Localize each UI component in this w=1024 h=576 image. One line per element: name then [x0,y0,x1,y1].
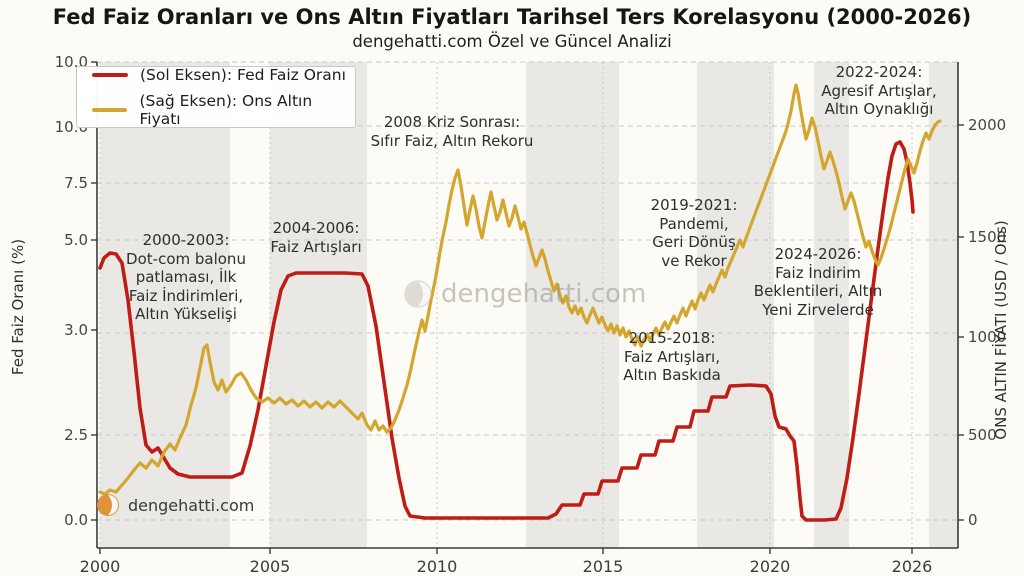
brand-text: dengehatti.com [128,495,255,515]
annotation: 2000-2003: Dot-com balonu patlaması, İlk… [126,231,246,324]
left-axis-label: Fed Faiz Oranı (%) [9,238,27,376]
left-axis-tick: 3.0 [64,321,88,339]
center-watermark: dengehatti.com [403,279,646,309]
annotation: 2004-2006: Faiz Artışları [270,219,362,256]
shaded-band [929,62,958,548]
x-axis-tick: 2000 [79,557,121,576]
annotation: 2022-2024: Agresif Artışlar, Altın Oynak… [821,63,937,119]
right-axis-tick: 1500 [968,228,1007,246]
right-axis-label: ONS ALTIN FİYATI (USD / Ons) [992,220,1010,440]
x-axis-tick: 2010 [416,557,458,576]
left-axis-tick: 7.5 [64,174,88,192]
brand-footer: dengehatti.com [96,493,254,517]
shaded-band [100,62,230,548]
right-axis-tick: 2000 [968,116,1007,134]
legend-item-fed-rate: (Sol Eksen): Fed Faiz Oranı [92,66,355,84]
x-axis-tick: 2020 [749,557,791,576]
fed-rate-line-swatch [92,73,128,77]
annotation: 2015-2018: Faiz Artışları, Altın Baskıda [623,329,721,385]
chart-title: Fed Faiz Oranları ve Ons Altın Fiyatları… [52,5,972,29]
legend-label-gold-price: (Sağ Eksen): Ons Altın Fiyatı [139,92,313,128]
legend-item-gold-price: (Sağ Eksen): Ons Altın Fiyatı [92,92,355,128]
x-axis-tick: 2015 [582,557,624,576]
center-watermark-text: dengehatti.com [441,279,647,309]
right-axis-tick: 500 [968,426,997,444]
left-axis-tick: 2.5 [64,426,88,444]
x-axis-tick: 2026 [891,557,933,576]
left-axis-tick: 0.0 [64,511,88,529]
right-axis-tick: 1000 [968,328,1007,346]
legend: (Sol Eksen): Fed Faiz Oranı (Sağ Eksen):… [76,66,356,128]
legend-label-fed-rate: (Sol Eksen): Fed Faiz Oranı [140,66,346,84]
dengehatti-logo-icon [97,494,119,516]
shaded-band [270,62,367,548]
gold-price-line-swatch [92,108,128,112]
dengehatti-logo-icon [404,280,432,308]
annotation: 2024-2026: Faiz İndirim Beklentileri, Al… [753,245,883,319]
gold-price-line [98,83,942,496]
annotation: 2019-2021: Pandemi, Geri Dönüş ve Rekor [650,196,738,270]
shaded-band [697,62,774,548]
annotation: 2008 Kriz Sonrası: Sıfır Faiz, Altın Rek… [370,113,534,150]
left-axis-tick: 5.0 [64,231,88,249]
fed-rate-line [98,140,915,522]
x-axis-tick: 2005 [249,557,291,576]
right-axis-tick: 0 [968,511,978,529]
chart-subtitle: dengehatti.com Özel ve Güncel Analizi [352,32,672,51]
